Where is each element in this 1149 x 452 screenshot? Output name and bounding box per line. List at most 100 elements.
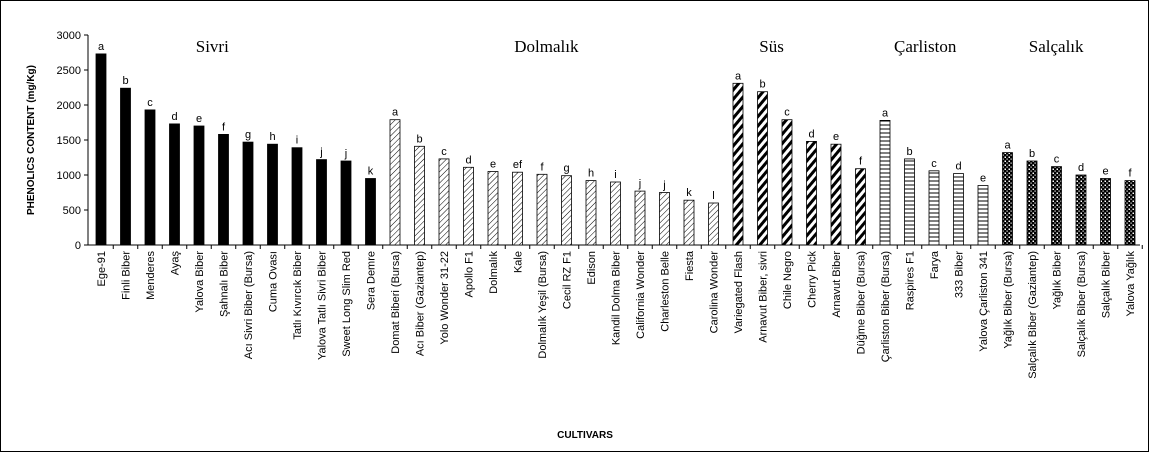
letter-label: e bbox=[980, 173, 986, 185]
letter-label: c bbox=[147, 97, 153, 109]
bar bbox=[340, 160, 352, 246]
bar bbox=[634, 190, 646, 246]
bar bbox=[683, 199, 695, 246]
x-tick-label: Salçalık Biber (Gaziantep) bbox=[1027, 251, 1039, 379]
x-tick-label: Ege-91 bbox=[96, 251, 108, 286]
x-tick-label: Salçalık Biber bbox=[1101, 251, 1113, 319]
letter-label: f bbox=[859, 156, 863, 168]
group-label: Dolmalık bbox=[514, 37, 579, 56]
letter-label: d bbox=[955, 161, 961, 173]
letter-label: a bbox=[735, 70, 742, 82]
letter-label: l bbox=[712, 190, 714, 202]
bar bbox=[169, 123, 180, 246]
x-tick-label: Düğme Biber (Bursa) bbox=[856, 251, 868, 354]
letter-label: j bbox=[662, 180, 665, 192]
letter-label: ef bbox=[513, 159, 523, 171]
letter-label: c bbox=[1054, 154, 1060, 166]
x-tick-label: Sweet Long Slim Red bbox=[341, 251, 353, 357]
bar bbox=[757, 91, 768, 246]
bar bbox=[928, 170, 940, 246]
letter-label: g bbox=[245, 129, 251, 141]
bar bbox=[438, 158, 450, 246]
bar bbox=[95, 53, 107, 246]
bar bbox=[512, 171, 523, 246]
bar bbox=[365, 178, 376, 246]
bar bbox=[316, 159, 327, 246]
group-label: Sivri bbox=[196, 37, 229, 56]
bar bbox=[781, 119, 793, 246]
x-tick-label: Arnavut Biber bbox=[831, 251, 843, 318]
x-tick-label: Yağlık Biber bbox=[1052, 251, 1064, 310]
x-tick-label: Edison bbox=[586, 251, 598, 285]
letter-label: a bbox=[392, 107, 399, 119]
x-tick-label: Arnavut Biber, sivri bbox=[758, 251, 770, 343]
x-tick-label: Finli Biber bbox=[121, 251, 133, 300]
bar bbox=[120, 87, 131, 246]
x-tick-label: Acı Biber (Gaziantep) bbox=[415, 251, 427, 356]
bar bbox=[806, 140, 817, 246]
bar bbox=[536, 173, 548, 246]
x-tick-label: Raspires F1 bbox=[905, 251, 917, 310]
letter-label: d bbox=[1078, 162, 1084, 174]
x-tick-label: Chile Negro bbox=[782, 251, 794, 309]
bar bbox=[1075, 174, 1087, 246]
bar bbox=[830, 143, 842, 246]
x-tick-label: Dolmalık bbox=[488, 251, 500, 294]
x-tick-label: 333 Biber bbox=[954, 251, 966, 298]
x-tick-label: Cherry Pick bbox=[807, 251, 819, 308]
bar bbox=[977, 185, 989, 246]
x-tick-label: Cecil RZ F1 bbox=[562, 251, 574, 309]
x-tick-label: Yalova Biber bbox=[194, 251, 206, 313]
group-label: Süs bbox=[759, 37, 784, 56]
y-tick-label: 1500 bbox=[57, 135, 81, 147]
letter-label: k bbox=[686, 187, 692, 199]
x-tick-label: Menderes bbox=[145, 251, 157, 300]
letter-label: h bbox=[588, 168, 594, 180]
bar bbox=[732, 82, 744, 246]
x-tick-label: Cuma Ovası bbox=[268, 251, 280, 312]
x-tick-label: Carolina Wonder bbox=[709, 251, 721, 334]
group-label: Çarliston bbox=[894, 37, 957, 56]
x-tick-label: Çarliston Biber (Bursa) bbox=[880, 251, 892, 362]
x-tick-label: Yalova Yağlık bbox=[1125, 251, 1137, 317]
x-axis-label: CULTIVARS bbox=[557, 430, 613, 441]
letter-label: b bbox=[1029, 148, 1035, 160]
x-tick-label: Yolo Wonder 31-22 bbox=[439, 251, 451, 345]
bar bbox=[291, 147, 303, 246]
y-tick-label: 2000 bbox=[57, 100, 81, 112]
letter-label: e bbox=[490, 159, 496, 171]
bar bbox=[953, 173, 964, 246]
letter-label: b bbox=[122, 75, 128, 87]
bar bbox=[1124, 180, 1136, 246]
x-tick-label: Charleston Belle bbox=[660, 251, 672, 332]
y-tick-label: 3000 bbox=[57, 30, 81, 42]
bar bbox=[1026, 160, 1038, 246]
bar bbox=[585, 180, 597, 246]
bar bbox=[1051, 166, 1062, 246]
group-label: Salçalık bbox=[1029, 37, 1084, 56]
letter-label: i bbox=[614, 169, 616, 181]
x-tick-label: Kale bbox=[513, 251, 525, 273]
letter-label: f bbox=[222, 121, 226, 133]
x-tick-label: California Wonder bbox=[635, 251, 647, 339]
letter-label: c bbox=[931, 158, 937, 170]
bar bbox=[267, 143, 278, 246]
x-tick-label: Variegated Flash bbox=[733, 251, 745, 333]
x-tick-label: Yağlık Biber (Bursa) bbox=[1003, 251, 1015, 349]
letter-label: b bbox=[906, 146, 912, 158]
bar bbox=[904, 158, 915, 246]
bar bbox=[218, 133, 229, 246]
x-tick-label: Yalova Tatlı Sivri Biber bbox=[317, 251, 329, 360]
bar bbox=[708, 202, 719, 246]
letter-label: d bbox=[171, 111, 177, 123]
letter-label: a bbox=[1004, 140, 1011, 152]
x-tick-label: Dolmalık Yeşil (Bursa) bbox=[537, 251, 549, 359]
bar bbox=[659, 192, 670, 246]
letter-label: a bbox=[98, 41, 105, 53]
x-tick-label: Domat Biberi (Bursa) bbox=[390, 251, 402, 354]
bar bbox=[389, 119, 401, 246]
bar bbox=[879, 120, 891, 246]
bar bbox=[487, 171, 499, 246]
letter-label: e bbox=[833, 131, 839, 143]
